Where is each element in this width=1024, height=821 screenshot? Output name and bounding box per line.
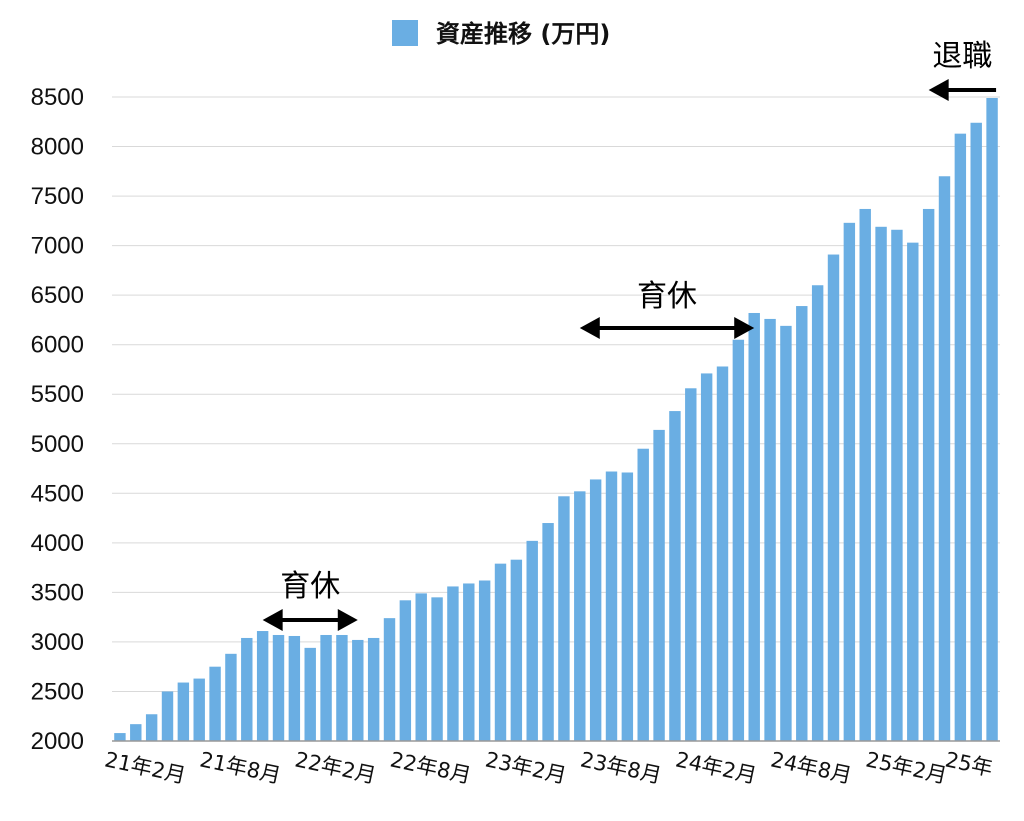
bar — [558, 496, 570, 741]
x-tick-label: 21年8月 — [198, 747, 283, 788]
bar — [907, 242, 919, 742]
x-tick-label: 22年2月 — [293, 747, 378, 788]
bar — [685, 388, 697, 741]
bar — [621, 472, 634, 741]
bar — [225, 653, 237, 741]
bar — [304, 647, 316, 741]
bar — [114, 733, 126, 741]
bar — [177, 682, 190, 741]
bar — [320, 634, 332, 741]
bar — [161, 691, 174, 741]
bar — [843, 222, 856, 741]
y-tick-label: 6500 — [31, 282, 84, 309]
x-tick-label: 22年8月 — [388, 747, 473, 788]
bar — [272, 634, 285, 741]
bar — [288, 635, 301, 741]
bar — [764, 318, 776, 741]
annotation-label: 退職 — [932, 39, 992, 74]
arrow-head — [262, 609, 283, 631]
bar — [605, 471, 618, 741]
y-tick-label: 2500 — [31, 678, 84, 705]
bar — [922, 208, 935, 742]
bar — [209, 666, 221, 741]
y-tick-label: 3000 — [31, 629, 84, 656]
y-tick-label: 4000 — [31, 530, 84, 557]
arrow-head — [337, 609, 358, 631]
bar — [130, 724, 142, 741]
x-tick-label: 25年2月 — [864, 747, 949, 788]
bar — [780, 325, 792, 741]
bar — [938, 176, 951, 741]
bar — [748, 312, 760, 741]
arrow-head — [928, 79, 949, 101]
bars — [114, 97, 998, 742]
bar — [399, 600, 412, 741]
y-tick-label: 8000 — [31, 134, 84, 161]
annotation-label: 育休 — [280, 569, 340, 604]
bar — [891, 229, 903, 742]
legend: 資産推移 (万円) — [392, 20, 610, 48]
y-tick-label: 5500 — [31, 381, 84, 408]
bar — [875, 226, 887, 741]
x-tick-label: 24年8月 — [769, 747, 854, 788]
bar — [415, 593, 427, 741]
bar — [431, 597, 443, 741]
bar — [732, 339, 745, 741]
bar — [256, 631, 269, 741]
y-tick-label: 8500 — [31, 84, 84, 111]
x-tick-label: 25年 — [943, 747, 995, 780]
y-tick-label: 3500 — [31, 579, 84, 606]
annotation-label: 育休 — [637, 279, 697, 314]
bar — [478, 580, 491, 741]
y-tick-label: 5000 — [31, 431, 84, 458]
x-tick-label: 24年2月 — [673, 747, 758, 788]
x-axis-ticks: 21年2月 21年8月 22年2月 22年8月 23年2月 23年8月 24年2月 24年8月… — [103, 747, 995, 788]
bar — [827, 254, 840, 742]
bar — [352, 639, 364, 741]
bar — [653, 429, 665, 741]
x-tick-label: 23年8月 — [578, 747, 663, 788]
bar — [796, 306, 808, 741]
y-tick-label: 2000 — [31, 728, 84, 755]
bar — [700, 373, 713, 741]
arrow-head — [579, 317, 600, 339]
y-axis-ticks: 2000 2500 3000 3500 4000 4500 5000 5500 6000 6500… — [31, 84, 84, 755]
bar — [367, 637, 380, 741]
x-tick-label: 23年2月 — [483, 747, 568, 788]
bar — [510, 559, 523, 741]
bar — [859, 208, 871, 742]
bar — [954, 133, 967, 742]
bar — [383, 618, 396, 741]
bar — [241, 637, 253, 741]
bar — [669, 411, 681, 741]
y-tick-label: 7000 — [31, 233, 84, 260]
bar — [542, 523, 554, 741]
bar — [463, 583, 475, 741]
bar — [447, 586, 459, 741]
bar — [193, 678, 205, 741]
bar — [574, 491, 586, 741]
bar — [526, 540, 538, 741]
bar — [145, 714, 158, 741]
arrow-head — [734, 317, 755, 339]
y-tick-label: 7500 — [31, 183, 84, 210]
legend-label: 資産推移 (万円) — [436, 20, 610, 48]
bar — [637, 448, 649, 741]
bar — [811, 285, 824, 741]
x-tick-label: 21年2月 — [103, 747, 188, 788]
bar — [336, 634, 348, 741]
y-tick-label: 4500 — [31, 480, 84, 507]
bar — [716, 366, 729, 741]
bar — [589, 479, 602, 741]
bar — [494, 563, 507, 741]
y-tick-label: 6000 — [31, 332, 84, 359]
bar — [986, 97, 998, 741]
bar — [970, 122, 982, 741]
legend-swatch — [392, 20, 418, 46]
